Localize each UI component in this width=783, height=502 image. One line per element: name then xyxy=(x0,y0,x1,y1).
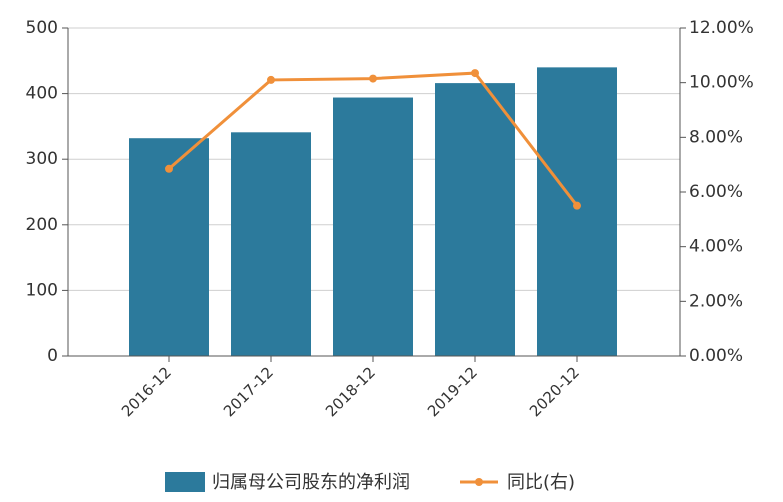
y-tick-label: 100 xyxy=(26,280,58,300)
line-point xyxy=(471,69,479,78)
y2-tick-label: 12.00% xyxy=(689,18,754,38)
y2-tick-label: 4.00% xyxy=(689,237,743,257)
line-point xyxy=(267,75,275,84)
bar xyxy=(129,138,209,356)
x-tick-label: 2017-12 xyxy=(220,363,277,420)
y-tick-label: 0 xyxy=(47,346,58,366)
y2-tick-label: 0.00% xyxy=(689,346,743,366)
y2-tick-label: 2.00% xyxy=(689,291,743,311)
x-tick-label: 2016-12 xyxy=(118,363,175,420)
line-point xyxy=(369,74,377,83)
bar xyxy=(537,67,617,357)
y-tick-label: 400 xyxy=(26,84,58,104)
y2-tick-label: 6.00% xyxy=(689,182,743,202)
bar xyxy=(435,83,515,356)
x-tick-label: 2018-12 xyxy=(322,363,379,420)
y-tick-label: 200 xyxy=(26,215,58,235)
x-tick-label: 2019-12 xyxy=(424,363,481,420)
bar xyxy=(333,97,413,356)
y2-tick-label: 10.00% xyxy=(689,73,754,93)
y-tick-label: 300 xyxy=(26,149,58,169)
y-tick-label: 500 xyxy=(26,18,58,38)
legend-swatch-dot xyxy=(475,478,483,486)
legend-label: 同比(右) xyxy=(507,472,575,493)
legend-label: 归属母公司股东的净利润 xyxy=(212,472,410,493)
y2-tick-label: 8.00% xyxy=(689,127,743,147)
line-point xyxy=(573,201,581,210)
bar xyxy=(231,132,311,356)
legend-swatch xyxy=(165,472,205,492)
x-tick-label: 2020-12 xyxy=(526,363,583,420)
line-point xyxy=(165,164,173,173)
